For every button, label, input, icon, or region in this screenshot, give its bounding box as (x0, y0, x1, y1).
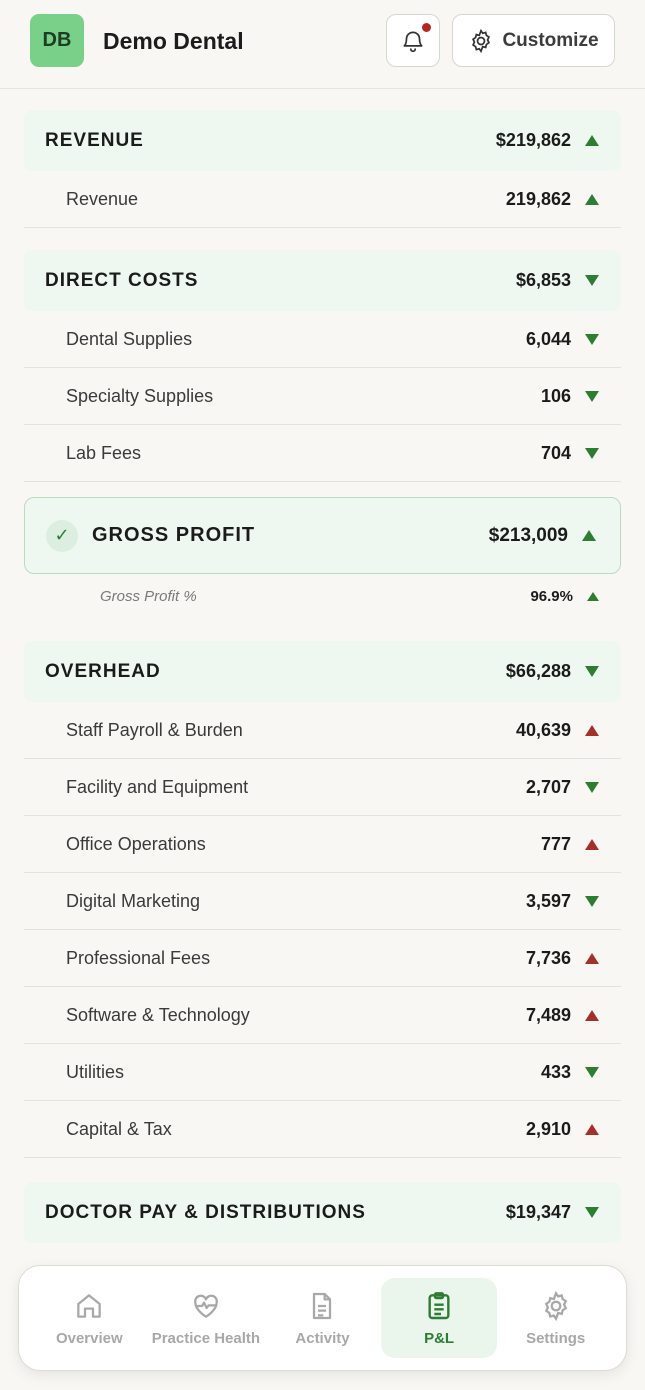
nav-practice-health[interactable]: Practice Health (148, 1278, 265, 1358)
section-amount: $6,853 (515, 270, 571, 290)
line-item-value: 2,707 (525, 776, 571, 797)
trend-down-icon (585, 333, 599, 345)
line-item-capital-tax[interactable]: Capital & Tax 2,910 (24, 1101, 621, 1158)
line-item-label: Revenue (66, 188, 139, 209)
section-title: DOCTOR PAY & DISTRIBUTIONS (45, 1201, 366, 1223)
line-item-value: 704 (540, 442, 571, 463)
line-item-facility-equipment[interactable]: Facility and Equipment 2,707 (24, 759, 621, 816)
line-item-label: Lab Fees (66, 442, 142, 463)
trend-up-icon (585, 1123, 599, 1135)
trend-down-icon (585, 1066, 599, 1078)
trend-up-icon (582, 530, 596, 541)
nav-label: Activity (295, 1329, 350, 1347)
line-item-value: 7,489 (525, 1004, 571, 1025)
line-item-label: Digital Marketing (66, 890, 201, 911)
section-title: OVERHEAD (45, 660, 161, 682)
trend-up-icon (585, 952, 599, 964)
check-icon: ✓ (46, 519, 78, 552)
document-icon (313, 1292, 332, 1319)
section-title: REVENUE (45, 129, 144, 151)
gross-profit-percent-value: 96.9% (530, 587, 573, 605)
customize-button[interactable]: Customize (452, 14, 615, 67)
line-item-professional-fees[interactable]: Professional Fees 7,736 (24, 930, 621, 987)
section-title: DIRECT COSTS (45, 269, 199, 291)
gear-icon (472, 28, 491, 53)
line-item-value: 777 (540, 833, 571, 854)
line-item-label: Facility and Equipment (66, 776, 249, 797)
bell-icon (403, 30, 423, 52)
trend-up-icon (585, 1009, 599, 1021)
trend-down-icon (585, 781, 599, 793)
nav-overview[interactable]: Overview (31, 1278, 148, 1358)
section-amount: $19,347 (505, 1202, 571, 1222)
line-item-label: Dental Supplies (66, 328, 193, 349)
gross-profit-card[interactable]: ✓ GROSS PROFIT $213,009 (24, 497, 621, 574)
section-amount: $66,288 (505, 661, 571, 681)
line-item-value: 40,639 (515, 719, 571, 740)
line-item-label: Capital & Tax (66, 1118, 172, 1139)
line-item-staff-payroll[interactable]: Staff Payroll & Burden 40,639 (24, 702, 621, 759)
section-direct-costs[interactable]: DIRECT COSTS $6,853 (24, 250, 621, 311)
trend-down-icon (585, 275, 599, 286)
line-item-lab-fees[interactable]: Lab Fees 704 (24, 425, 621, 482)
bottom-nav: Overview Practice Health Activity P&L Se… (18, 1265, 627, 1371)
line-item-software-technology[interactable]: Software & Technology 7,489 (24, 987, 621, 1044)
nav-settings[interactable]: Settings (497, 1278, 614, 1358)
trend-up-icon (585, 135, 599, 146)
nav-label: Practice Health (151, 1329, 261, 1347)
trend-down-icon (585, 666, 599, 677)
line-item-label: Specialty Supplies (66, 385, 214, 406)
trend-up-icon (585, 193, 599, 205)
trend-down-icon (585, 390, 599, 402)
nav-label: Overview (55, 1329, 123, 1347)
line-item-revenue[interactable]: Revenue 219,862 (24, 171, 621, 228)
line-item-label: Utilities (66, 1061, 125, 1082)
line-item-dental-supplies[interactable]: Dental Supplies 6,044 (24, 311, 621, 368)
section-revenue[interactable]: REVENUE $219,862 (24, 110, 621, 171)
line-item-label: Office Operations (66, 833, 206, 854)
nav-activity[interactable]: Activity (264, 1278, 381, 1358)
line-item-label: Professional Fees (66, 947, 211, 968)
trend-up-icon (585, 724, 599, 736)
nav-label: Settings (526, 1329, 586, 1347)
gross-profit-title: GROSS PROFIT (92, 524, 256, 546)
heart-pulse-icon (193, 1294, 218, 1318)
line-item-value: 7,736 (525, 947, 571, 968)
section-doctor-pay[interactable]: DOCTOR PAY & DISTRIBUTIONS $19,347 (24, 1182, 621, 1243)
section-amount: $219,862 (495, 130, 571, 150)
trend-up-icon (587, 591, 599, 601)
line-item-digital-marketing[interactable]: Digital Marketing 3,597 (24, 873, 621, 930)
gear-icon (544, 1290, 567, 1321)
line-item-value: 433 (540, 1061, 571, 1082)
notification-badge (422, 23, 431, 32)
trend-down-icon (585, 447, 599, 459)
line-item-value: 3,597 (525, 890, 571, 911)
line-item-label: Staff Payroll & Burden (66, 719, 243, 740)
home-icon (77, 1293, 102, 1318)
section-overhead[interactable]: OVERHEAD $66,288 (24, 641, 621, 702)
clipboard-icon (428, 1291, 450, 1319)
company-name: Demo Dental (103, 28, 244, 54)
pl-report: REVENUE $219,862 Revenue 219,862 DIRECT … (24, 110, 621, 1243)
line-item-value: 219,862 (505, 188, 571, 209)
line-item-value: 6,044 (525, 328, 571, 349)
gross-profit-percent-label: Gross Profit % (100, 587, 197, 605)
nav-label: P&L (424, 1329, 455, 1347)
line-item-specialty-supplies[interactable]: Specialty Supplies 106 (24, 368, 621, 425)
gross-profit-amount: $213,009 (488, 524, 568, 546)
notifications-button[interactable] (386, 14, 440, 67)
trend-down-icon (585, 1207, 599, 1218)
line-item-utilities[interactable]: Utilities 433 (24, 1044, 621, 1101)
trend-down-icon (585, 895, 599, 907)
customize-label: Customize (502, 29, 599, 51)
gross-profit-percent: Gross Profit % 96.9% (24, 574, 621, 618)
avatar[interactable]: DB (30, 14, 84, 67)
line-item-office-operations[interactable]: Office Operations 777 (24, 816, 621, 873)
line-item-value: 106 (540, 385, 571, 406)
nav-pl[interactable]: P&L (380, 1278, 498, 1358)
line-item-value: 2,910 (525, 1118, 571, 1139)
line-item-label: Software & Technology (66, 1004, 250, 1025)
app-header: DB Demo Dental Customize (0, 0, 645, 89)
trend-up-icon (585, 838, 599, 850)
